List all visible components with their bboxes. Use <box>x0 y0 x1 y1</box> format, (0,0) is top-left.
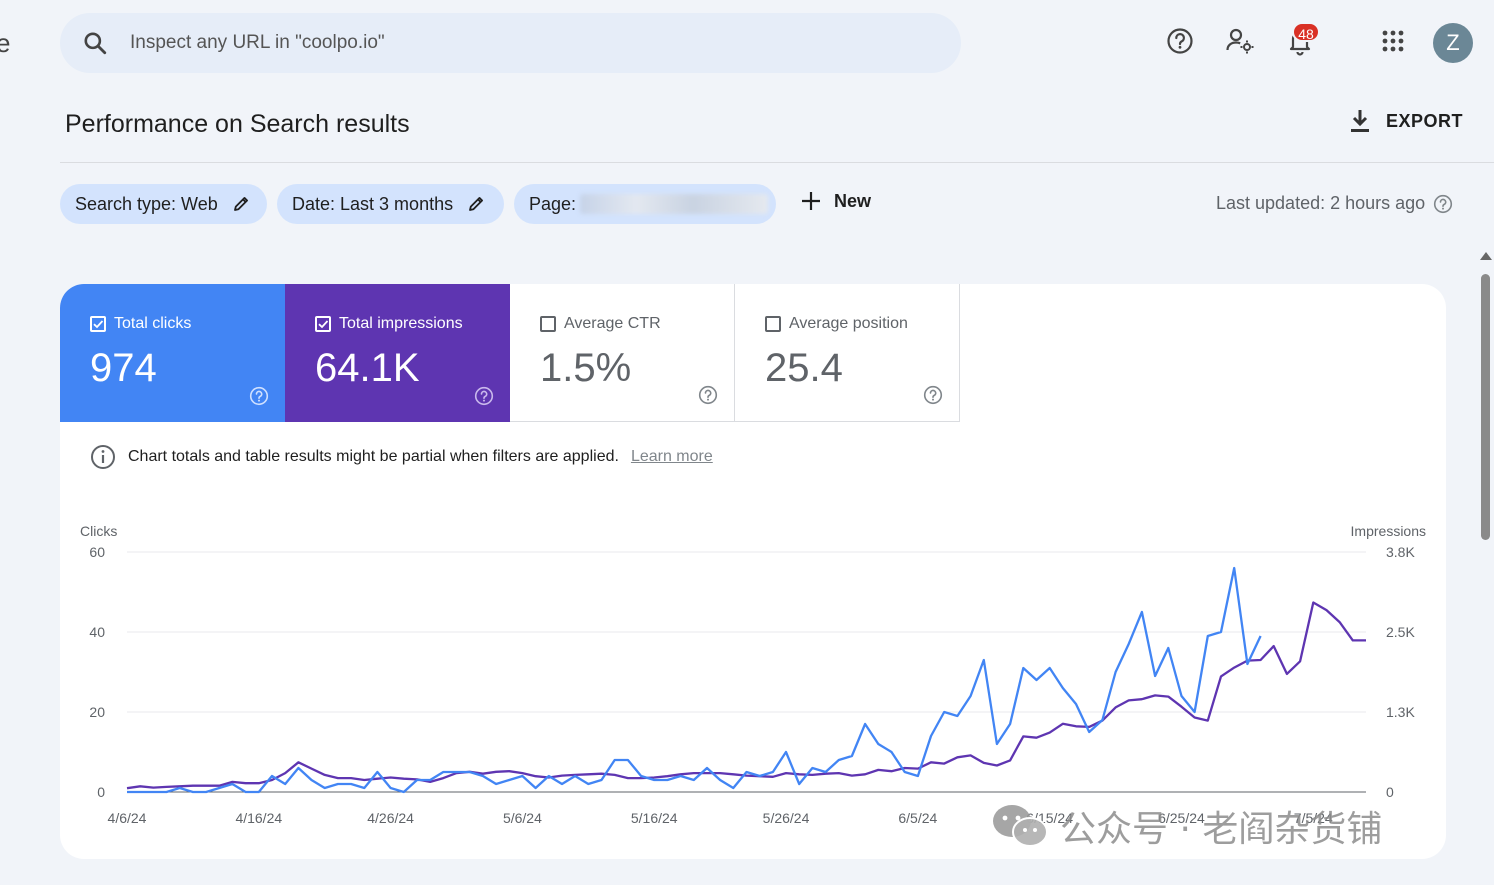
x-tick-label: 5/26/24 <box>763 810 810 826</box>
help-icon <box>1167 28 1193 54</box>
metric-value: 64.1K <box>315 346 420 390</box>
checkbox-unchecked-icon[interactable] <box>540 316 556 332</box>
x-tick-label: 4/26/24 <box>367 810 414 826</box>
y-right-tick-label: 1.3K <box>1386 704 1415 720</box>
help-button[interactable] <box>1165 26 1195 56</box>
metric-value: 974 <box>90 346 157 390</box>
metric-label: Average position <box>789 315 908 332</box>
notification-count-badge: 48 <box>1292 22 1320 42</box>
partial-results-notice: Chart totals and table results might be … <box>90 444 713 470</box>
y-right-tick-label: 0 <box>1386 784 1394 800</box>
help-icon[interactable] <box>698 385 718 405</box>
export-label: EXPORT <box>1386 110 1464 131</box>
search-input[interactable] <box>130 27 930 59</box>
page-title: Performance on Search results <box>65 110 410 138</box>
y-left-axis-title: Clicks <box>80 523 117 539</box>
pencil-icon <box>233 197 248 211</box>
checkbox-unchecked-icon[interactable] <box>765 316 781 332</box>
clicks-series-line <box>127 566 1262 794</box>
wechat-icon <box>993 805 1048 847</box>
x-tick-label: 5/16/24 <box>631 810 678 826</box>
page-edge-text: e <box>0 28 11 58</box>
search-icon <box>84 32 107 55</box>
new-filter-label: New <box>834 190 872 211</box>
watermark-text: 公众号 · 老阎杂货铺 <box>1060 809 1383 850</box>
metric-value: 1.5% <box>540 346 632 390</box>
new-filter-button[interactable]: New <box>800 190 871 212</box>
y-left-tick-label: 20 <box>89 704 105 720</box>
metric-label: Average CTR <box>564 315 661 332</box>
url-inspection-search[interactable] <box>60 13 961 73</box>
filter-page-label: Page: <box>529 193 577 214</box>
plus-icon <box>802 192 820 210</box>
metric-value: 25.4 <box>765 346 843 390</box>
help-icon[interactable] <box>474 386 494 406</box>
scroll-thumb[interactable] <box>1481 274 1490 540</box>
redacted-url <box>580 194 769 214</box>
info-icon <box>91 445 115 469</box>
y-right-tick-label: 3.8K <box>1386 544 1415 560</box>
page-scrollbar[interactable] <box>1477 246 1494 885</box>
x-tick-label: 6/5/24 <box>898 810 937 826</box>
performance-chart: 0 0 20 1.3K 40 2.5K 60 3.8K Clicks Impressions 4/6… <box>80 523 1426 826</box>
pencil-icon <box>469 197 484 211</box>
manage-users-button[interactable] <box>1225 26 1255 56</box>
last-updated-text: Last updated: 2 hours ago <box>1216 193 1426 213</box>
x-tick-label: 5/6/24 <box>503 810 542 826</box>
notice-text: Chart totals and table results might be … <box>128 448 619 465</box>
help-icon[interactable] <box>249 386 269 406</box>
export-button[interactable]: EXPORT <box>1348 108 1463 134</box>
metric-label: Total impressions <box>339 315 463 332</box>
y-right-tick-label: 2.5K <box>1386 624 1415 640</box>
account-avatar[interactable]: Z <box>1433 23 1473 63</box>
filter-search-type[interactable]: Search type: Web <box>60 184 267 224</box>
y-left-tick-label: 40 <box>89 624 105 640</box>
help-icon[interactable] <box>1433 194 1453 214</box>
watermark: 公众号 · 老阎杂货铺 <box>990 800 1382 852</box>
performance-card: Total clicks 974 Total impressions 64.1K… <box>60 284 1446 859</box>
filter-search-type-label: Search type: Web <box>75 193 218 214</box>
checkbox-checked-icon[interactable] <box>315 316 331 332</box>
scroll-up-arrow-icon[interactable] <box>1480 252 1492 260</box>
help-icon[interactable] <box>923 385 943 405</box>
metric-total-clicks[interactable]: Total clicks 974 <box>60 284 285 422</box>
metric-total-impressions[interactable]: Total impressions 64.1K <box>285 284 510 422</box>
checkbox-checked-icon[interactable] <box>90 316 106 332</box>
metric-label: Total clicks <box>114 315 192 332</box>
metric-average-ctr[interactable]: Average CTR 1.5% <box>510 284 735 422</box>
apps-grid-icon <box>1382 30 1404 52</box>
impressions-series-line <box>126 601 1366 790</box>
filter-date-label: Date: Last 3 months <box>292 193 454 214</box>
header-divider <box>60 162 1494 163</box>
x-tick-label: 6/25/24 <box>1158 810 1205 826</box>
learn-more-link[interactable]: Learn more <box>630 448 713 465</box>
last-updated: Last updated: 2 hours ago <box>1216 193 1453 214</box>
apps-button[interactable] <box>1378 26 1408 56</box>
y-left-tick-label: 0 <box>97 784 105 800</box>
x-tick-label: 7/5/24 <box>1294 810 1333 826</box>
filter-date[interactable]: Date: Last 3 months <box>277 184 504 224</box>
x-tick-label: 4/6/24 <box>108 810 147 826</box>
y-right-axis-title: Impressions <box>1351 523 1426 539</box>
y-left-tick-label: 60 <box>89 544 105 560</box>
download-icon <box>1351 110 1369 132</box>
filter-page[interactable]: Page: <box>514 184 776 224</box>
metric-average-position[interactable]: Average position 25.4 <box>735 284 960 422</box>
user-settings-icon <box>1226 28 1254 54</box>
x-tick-label: 4/16/24 <box>235 810 282 826</box>
